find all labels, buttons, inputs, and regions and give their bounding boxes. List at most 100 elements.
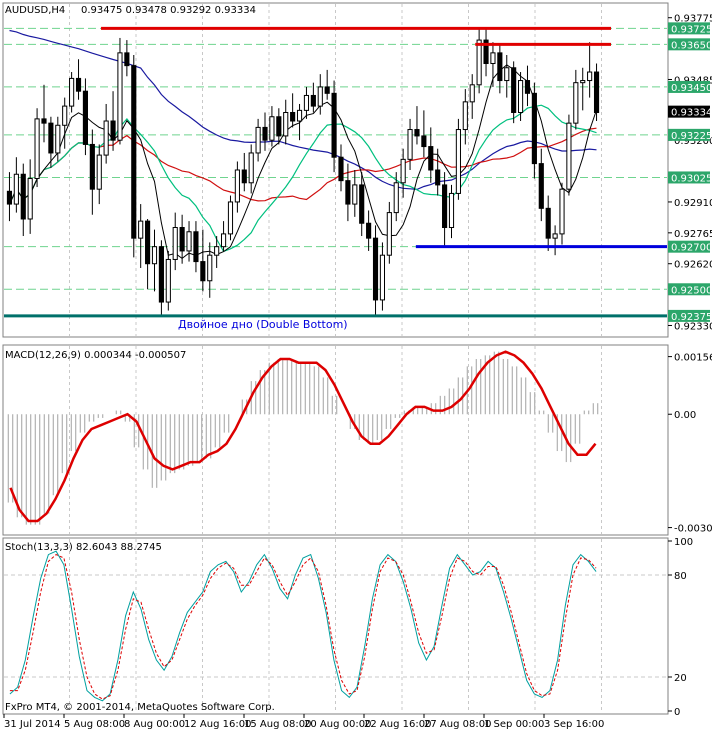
candle-body	[158, 246, 164, 303]
candle	[151, 229, 158, 292]
candle-body	[179, 227, 185, 252]
candle-body	[331, 92, 337, 158]
macd-panel-frame	[2, 344, 669, 536]
candle	[96, 144, 102, 205]
candle	[524, 65, 531, 107]
stoch-main-line	[9, 550, 597, 702]
candle	[587, 42, 593, 98]
candle-body	[490, 52, 496, 65]
candle	[48, 116, 54, 168]
stochastic-axis: 100 80 20 0	[668, 537, 693, 718]
ohlc-readout: 0.93475 0.93478 0.93292 0.93334	[81, 5, 256, 16]
time-tick-label: 27 Aug 08:00	[424, 719, 491, 730]
candle-body	[524, 80, 531, 94]
candle	[89, 129, 95, 215]
candle-body	[41, 118, 47, 124]
stoch-tick-label: 80	[674, 571, 687, 582]
candle	[317, 74, 323, 115]
candle	[248, 144, 254, 194]
candle	[462, 89, 468, 145]
candle	[158, 240, 164, 317]
level-label: 0.93650	[671, 40, 712, 51]
candle-body	[448, 192, 455, 229]
candle	[435, 148, 441, 196]
candle-body	[241, 169, 247, 184]
candle-body	[214, 246, 220, 256]
candle-body	[338, 156, 344, 182]
price-tick-label: 0.92620	[674, 260, 712, 271]
candle-body	[110, 120, 116, 141]
candle	[227, 195, 234, 241]
candle-body	[103, 120, 109, 156]
candle-body	[379, 254, 386, 301]
candle	[400, 148, 406, 198]
candle	[559, 182, 565, 245]
candle	[124, 40, 130, 77]
candle-body	[559, 188, 565, 235]
candle	[483, 27, 489, 77]
candle-body	[303, 94, 310, 111]
candle-body	[497, 52, 503, 82]
candle	[82, 78, 89, 156]
candle-body	[124, 52, 130, 67]
candle-body	[117, 52, 123, 141]
candle-body	[414, 129, 420, 137]
candle	[379, 242, 386, 311]
candle-body	[82, 90, 89, 145]
copyright-label: FxPro MT4, © 2001-2014, MetaQuotes Softw…	[5, 702, 275, 713]
level-label: 0.92375	[671, 312, 712, 323]
candle-body	[317, 86, 323, 107]
time-tick-label: 20 Aug 00:00	[304, 719, 371, 730]
time-tick-label: 5 Aug 08:00	[64, 719, 125, 730]
macd-panel: MACD(12,26,9) 0.000344 -0.000507	[2, 344, 669, 536]
candle-body	[145, 220, 151, 265]
price-tick-label: 0.93200	[674, 136, 712, 147]
candle-body	[27, 178, 33, 220]
candle	[421, 110, 427, 158]
candle	[490, 42, 496, 87]
candle-body	[455, 129, 461, 194]
price-panel: AUDUSD,H4 0.93475 0.93478 0.93292 0.9333…	[2, 2, 669, 338]
candle	[138, 204, 144, 268]
price-tick-label: 0.93775	[674, 14, 712, 25]
candle	[27, 159, 33, 234]
candle	[407, 118, 413, 170]
candle	[220, 221, 227, 251]
candle-body	[517, 80, 524, 113]
candle	[75, 59, 82, 100]
ma-long-line	[9, 29, 597, 191]
candle-body	[400, 158, 406, 184]
candle-body	[296, 109, 303, 122]
candle-body	[48, 122, 54, 154]
level-box	[668, 128, 710, 141]
candle	[172, 212, 178, 271]
stoch-tick-label: 20	[674, 673, 687, 684]
level-label: 0.93725	[671, 24, 712, 35]
candle	[200, 229, 206, 292]
candle-body	[573, 82, 579, 124]
candle-body	[359, 184, 365, 224]
time-tick-label: 3 Sep 16:00	[544, 719, 604, 730]
candle	[593, 63, 600, 122]
candle-body	[151, 246, 158, 265]
macd-axis: 0.001566 0.00 -0.00308	[668, 353, 712, 535]
candle	[566, 114, 572, 196]
candle	[310, 82, 316, 113]
candle	[324, 69, 330, 100]
candle-body	[483, 39, 489, 65]
candle-body	[69, 77, 75, 107]
candle	[283, 99, 289, 145]
candle	[165, 250, 171, 311]
candle	[6, 172, 13, 222]
candle	[20, 163, 26, 237]
candle	[255, 118, 261, 162]
candle	[117, 37, 123, 145]
candle-body	[476, 39, 482, 86]
candle-body	[421, 135, 427, 148]
candle	[359, 172, 365, 237]
macd-title: MACD(12,26,9) 0.000344 -0.000507	[5, 350, 186, 361]
level-box	[668, 22, 710, 35]
candle-body	[393, 182, 399, 214]
candle	[186, 221, 192, 262]
price-axis: 0.937750.934850.932000.929100.927650.926…	[668, 14, 712, 332]
